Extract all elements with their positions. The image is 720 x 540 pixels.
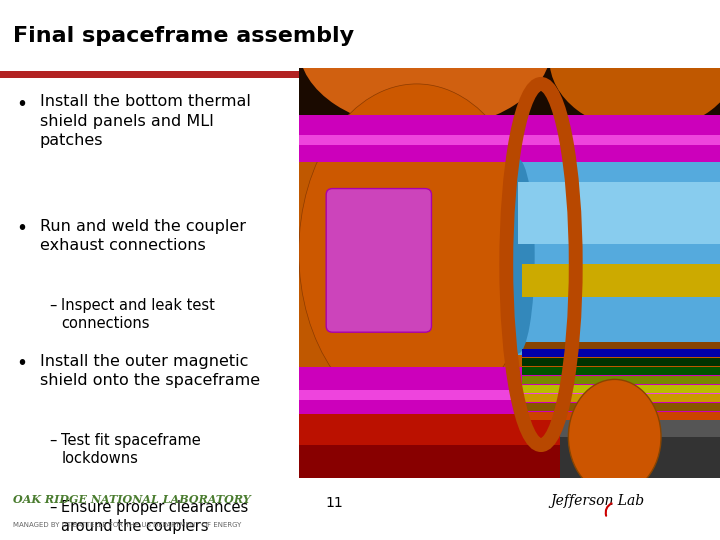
Ellipse shape: [568, 380, 661, 494]
Bar: [522, 343, 720, 354]
Text: Test fit spaceframe
lockdowns: Test fit spaceframe lockdowns: [61, 433, 201, 466]
Bar: [560, 437, 720, 478]
Bar: [0, 71, 720, 78]
Bar: [522, 344, 720, 354]
Text: Install the outer magnetic
shield onto the spaceframe: Install the outer magnetic shield onto t…: [40, 354, 260, 388]
Bar: [299, 410, 560, 478]
Text: MANAGED BY UT-BATTELLE FOR THE US DEPARTMENT OF ENERGY: MANAGED BY UT-BATTELLE FOR THE US DEPART…: [13, 522, 241, 528]
Bar: [299, 445, 560, 478]
Bar: [299, 135, 720, 145]
Bar: [522, 357, 720, 366]
Text: •: •: [16, 219, 27, 238]
Bar: [299, 390, 720, 400]
Bar: [522, 345, 720, 355]
Bar: [522, 403, 720, 411]
Bar: [522, 412, 720, 420]
Text: –: –: [49, 500, 56, 515]
Bar: [560, 396, 720, 478]
Text: Install the bottom thermal
shield panels and MLI
patches: Install the bottom thermal shield panels…: [40, 94, 251, 148]
Bar: [522, 265, 720, 298]
Bar: [0, 0, 720, 71]
Bar: [518, 160, 720, 355]
Text: Final spaceframe assembly: Final spaceframe assembly: [13, 25, 354, 46]
Bar: [522, 367, 720, 375]
Bar: [522, 342, 720, 353]
Bar: [299, 367, 720, 414]
Bar: [299, 68, 720, 117]
Text: Ensure proper clearances
around the couplers: Ensure proper clearances around the coup…: [61, 500, 248, 534]
Text: –: –: [49, 298, 56, 313]
Bar: [522, 376, 720, 384]
Text: 11: 11: [326, 496, 343, 510]
Bar: [522, 384, 720, 393]
Ellipse shape: [501, 159, 535, 354]
Text: Jefferson Lab: Jefferson Lab: [550, 494, 644, 508]
Bar: [518, 183, 720, 244]
Bar: [522, 342, 720, 352]
Text: •: •: [16, 94, 27, 113]
Ellipse shape: [299, 0, 552, 129]
Ellipse shape: [549, 0, 720, 131]
FancyBboxPatch shape: [326, 188, 431, 332]
Text: •: •: [16, 354, 27, 373]
Bar: [299, 114, 720, 162]
Text: OAK RIDGE NATIONAL LABORATORY: OAK RIDGE NATIONAL LABORATORY: [13, 494, 251, 505]
Bar: [522, 349, 720, 357]
Bar: [522, 343, 720, 353]
Bar: [522, 343, 720, 354]
Text: –: –: [49, 433, 56, 448]
Text: Inspect and leak test
connections: Inspect and leak test connections: [61, 298, 215, 331]
Bar: [522, 394, 720, 402]
Text: Run and weld the coupler
exhaust connections: Run and weld the coupler exhaust connect…: [40, 219, 246, 253]
Ellipse shape: [299, 84, 535, 421]
